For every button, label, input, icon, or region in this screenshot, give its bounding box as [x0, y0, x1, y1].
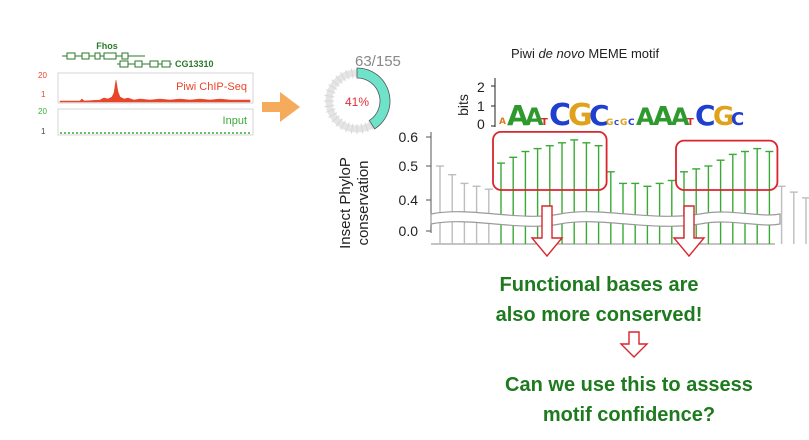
down-arrow-1	[530, 205, 564, 258]
chip-scale-top: 20	[38, 71, 47, 80]
chip-track-frame	[57, 72, 254, 104]
logo-letter-g: G	[713, 102, 734, 132]
ytick-label-05: 0.5	[399, 158, 419, 174]
donut-tick	[331, 79, 340, 87]
logo-letter-c: C	[589, 99, 610, 132]
donut-tick	[345, 122, 350, 133]
donut-count-label: 63/155	[355, 53, 401, 70]
motif-highlight-box-1	[492, 130, 608, 191]
motif-highlight-box-2	[675, 139, 779, 191]
bits-axis-label: bits	[455, 94, 471, 116]
donut-tick	[325, 89, 336, 94]
headline-line-1: Functional bases are	[500, 274, 699, 296]
donut-tick	[360, 123, 364, 134]
bits-tick-1: 1	[477, 98, 485, 114]
bits-tick-2: 2	[477, 79, 485, 95]
donut-tick	[340, 120, 346, 130]
donut-tick	[335, 75, 343, 84]
question-line-2: motif confidence?	[543, 404, 715, 426]
gene-label-fhos: Fhos	[96, 41, 118, 51]
conservation-donut: 63/155 41%	[324, 53, 401, 134]
donut-tick	[368, 120, 374, 130]
logo-letter-c: C	[695, 99, 716, 132]
conservation-chart: Insect PhyloP conservation 0.6 0.5 0.4 0…	[337, 129, 809, 249]
logo-letter-c: C	[549, 98, 571, 133]
donut-percent-label: 41%	[345, 95, 369, 109]
logo-letter-g: G	[568, 98, 593, 133]
ytick-label-06: 0.6	[399, 129, 419, 145]
input-track-label: Input	[223, 115, 247, 127]
donut-tick	[335, 118, 343, 127]
logo-letter-a-small: A	[499, 117, 506, 127]
logo-letter-a: A	[671, 103, 690, 131]
orange-arrow	[262, 92, 300, 122]
donut-tick	[350, 123, 354, 134]
logo-letter-a: A	[636, 103, 655, 131]
donut-tick	[345, 69, 350, 80]
donut-tick	[328, 84, 338, 90]
logo-letter-g-small: G	[620, 118, 627, 128]
ytick-label-04: 0.4	[399, 192, 419, 208]
donut-tick	[324, 94, 335, 98]
gene-label-cg13310: CG13310	[175, 59, 214, 69]
logo-letter-g-small: G	[606, 118, 613, 128]
down-arrow-2	[672, 205, 706, 258]
logo-letter-t: T	[687, 117, 694, 128]
logo-letter-t: T	[541, 117, 548, 128]
donut-tick	[325, 108, 336, 113]
logo-letter-a: A	[525, 103, 544, 131]
donut-tick	[324, 104, 335, 108]
chart-ylabel-line2: conservation	[355, 160, 372, 245]
input-scale-bottom: 1	[41, 127, 46, 136]
logo-letter-c-small: C	[628, 118, 635, 128]
headline-line-2: also more conserved!	[496, 304, 703, 326]
chip-scale-bottom: 1	[41, 90, 46, 99]
question-line-1: Can we use this to assess	[505, 374, 753, 396]
donut-tick	[331, 115, 340, 123]
chart-ylabel-line1: Insect PhyloP	[337, 157, 354, 249]
logo-letter-a: A	[507, 99, 529, 132]
donut-tick	[364, 122, 369, 133]
sequence-logo: A A A T C G C G C G C A A A T C G C	[499, 98, 744, 133]
ytick-label-00: 0.0	[399, 223, 419, 239]
logo-letter-a: A	[653, 102, 673, 132]
gene-model	[62, 52, 172, 68]
conservation-bars	[436, 139, 809, 244]
down-arrow-3	[619, 331, 649, 358]
logo-letter-c: C	[731, 109, 744, 130]
donut-tick	[328, 112, 338, 118]
logo-letter-c-small: C	[614, 119, 619, 127]
donut-fill-arc	[356, 67, 391, 130]
bits-tick-0: 0	[477, 116, 485, 132]
donut-tick	[340, 72, 346, 82]
chip-signal	[59, 79, 251, 103]
input-track-frame	[57, 108, 254, 136]
axis-break-band	[430, 211, 781, 227]
donut-tick	[350, 68, 354, 79]
motif-title: Piwi de novo MEME motif	[511, 46, 660, 61]
genome-browser: Fhos CG13310 20 1 Piwi ChIP-Seq 20 1 Inp…	[38, 41, 254, 136]
chip-track-label: Piwi ChIP-Seq	[176, 81, 247, 93]
input-scale-top: 20	[38, 107, 47, 116]
